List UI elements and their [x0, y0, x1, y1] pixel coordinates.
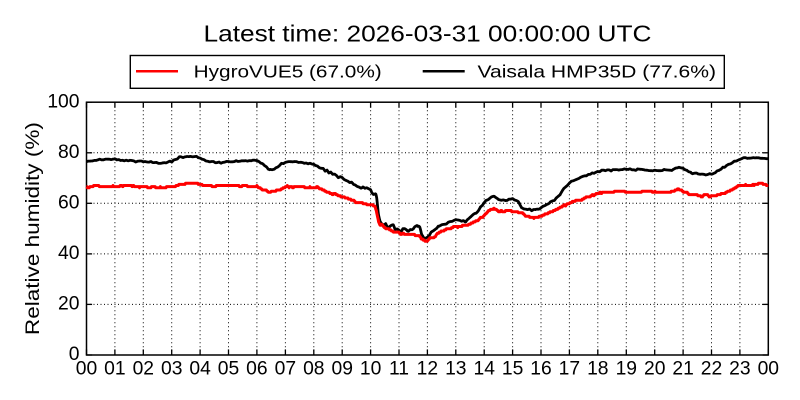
svg-text:15: 15: [502, 359, 523, 380]
svg-text:00: 00: [76, 359, 97, 380]
svg-text:Latest time: 2026-03-31 00:00:: Latest time: 2026-03-31 00:00:00 UTC: [204, 20, 652, 46]
svg-text:00: 00: [758, 359, 779, 380]
svg-text:Relative humidity (%): Relative humidity (%): [23, 122, 44, 335]
svg-text:11: 11: [389, 359, 409, 380]
svg-text:18: 18: [587, 359, 608, 380]
svg-text:13: 13: [445, 359, 466, 380]
svg-text:20: 20: [58, 294, 79, 315]
svg-text:10: 10: [360, 359, 381, 380]
svg-text:07: 07: [275, 359, 296, 380]
svg-text:04: 04: [189, 359, 211, 380]
svg-text:02: 02: [133, 359, 154, 380]
svg-text:03: 03: [161, 359, 182, 380]
svg-text:22: 22: [701, 359, 722, 380]
svg-text:17: 17: [559, 359, 580, 380]
svg-text:05: 05: [218, 359, 239, 380]
svg-text:16: 16: [530, 359, 551, 380]
svg-text:HygroVUE5 (67.0%): HygroVUE5 (67.0%): [194, 61, 382, 81]
svg-text:23: 23: [729, 359, 750, 380]
svg-text:Vaisala HMP35D (77.6%): Vaisala HMP35D (77.6%): [478, 61, 717, 81]
svg-text:40: 40: [58, 243, 79, 264]
svg-text:12: 12: [417, 359, 438, 380]
svg-text:20: 20: [644, 359, 665, 380]
svg-text:19: 19: [616, 359, 637, 380]
svg-text:100: 100: [47, 91, 79, 112]
svg-text:21: 21: [672, 359, 693, 380]
svg-text:01: 01: [104, 359, 125, 380]
svg-text:09: 09: [331, 359, 352, 380]
svg-text:14: 14: [473, 359, 495, 380]
svg-text:08: 08: [303, 359, 324, 380]
svg-text:80: 80: [58, 142, 79, 163]
svg-text:06: 06: [246, 359, 267, 380]
svg-text:0: 0: [69, 344, 80, 365]
svg-text:60: 60: [58, 192, 79, 213]
